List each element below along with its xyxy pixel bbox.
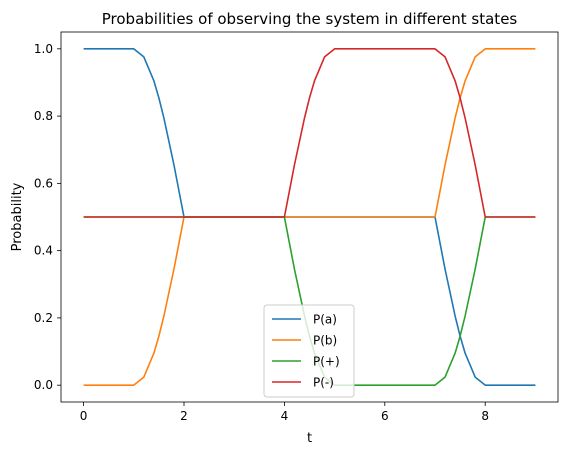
y-tick-label: 0.8 bbox=[34, 109, 53, 123]
x-tick-label: 4 bbox=[281, 409, 289, 423]
x-axis-ticks: 0 2 4 6 8 bbox=[80, 402, 489, 423]
y-tick-label: 0.0 bbox=[34, 378, 53, 392]
axes-frame bbox=[60, 31, 559, 403]
y-tick-label: 0.2 bbox=[34, 311, 53, 325]
y-axis-ticks: 0.0 0.2 0.4 0.6 0.8 1.0 bbox=[34, 42, 61, 392]
x-tick-label: 6 bbox=[381, 409, 389, 423]
y-tick-label: 0.4 bbox=[34, 244, 53, 258]
legend-box bbox=[263, 304, 355, 398]
x-tick-label: 2 bbox=[180, 409, 188, 423]
y-axis-label: Probability bbox=[10, 182, 25, 251]
x-tick-label: 8 bbox=[481, 409, 489, 423]
series-line-4 bbox=[83, 48, 536, 218]
legend-label: P(-) bbox=[313, 376, 334, 390]
x-tick-label: 0 bbox=[80, 409, 88, 423]
y-tick-label: 1.0 bbox=[34, 42, 53, 56]
y-tick-label: 0.6 bbox=[34, 176, 53, 190]
legend-label: P(a) bbox=[313, 313, 337, 327]
x-axis-label: t bbox=[307, 431, 312, 446]
legend: P(a) P(b) P(+) P(-) bbox=[263, 304, 355, 398]
chart-title: Probabilities of observing the system in… bbox=[102, 10, 518, 28]
legend-label: P(b) bbox=[313, 334, 337, 348]
legend-label: P(+) bbox=[313, 355, 340, 369]
